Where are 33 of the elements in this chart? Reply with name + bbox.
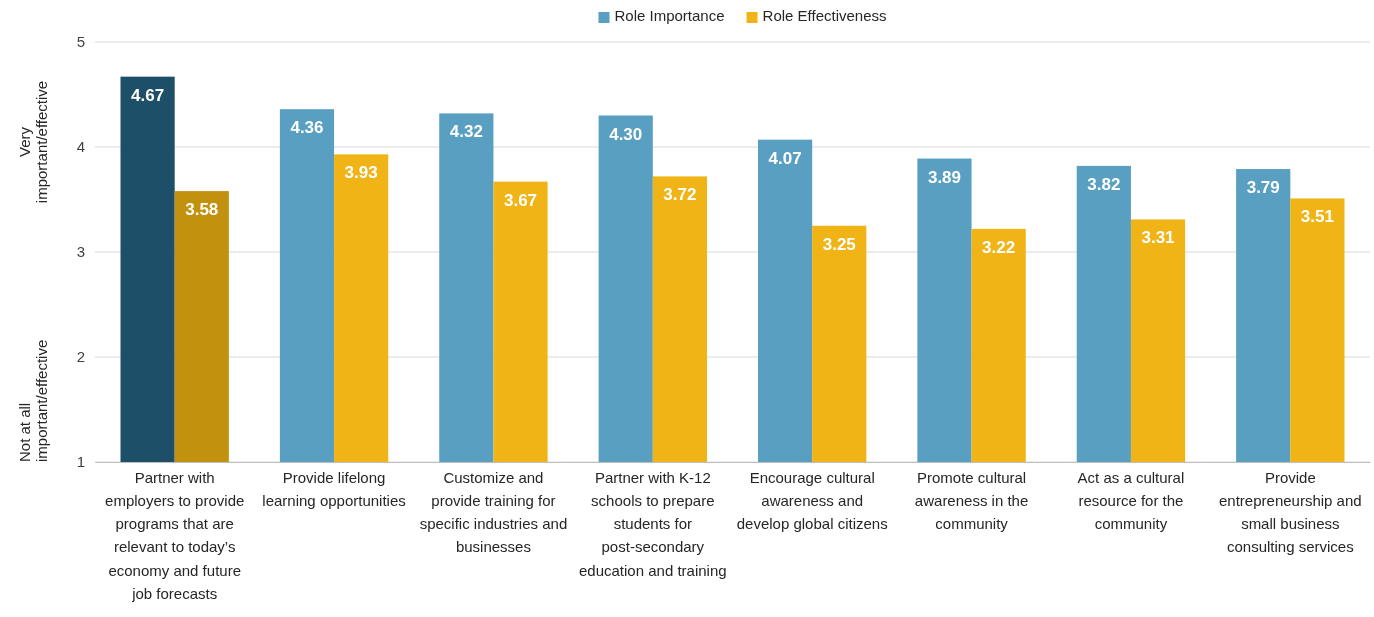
text: Very important/effective	[16, 80, 51, 204]
data-label: 3.51	[1300, 207, 1334, 227]
data-label: 4.30	[609, 124, 643, 144]
x-tick-label: Customize and provide training for specific industries and businesses	[419, 468, 568, 556]
data-label: 3.31	[1141, 228, 1175, 248]
y-tick-label: 1	[76, 453, 85, 471]
data-label: 4.07	[768, 148, 802, 168]
x-tick-label: Promote cultural awareness in the community	[914, 468, 1029, 533]
data-label: 3.22	[982, 237, 1016, 257]
data-label: 3.79	[1246, 178, 1280, 198]
data-label: 3.67	[503, 190, 538, 210]
legend-label: Role Effectiveness	[762, 7, 887, 24]
y-tick-label: 2	[76, 348, 85, 366]
data-label: 3.93	[344, 163, 378, 183]
x-tick-label: Provide entrepreneurship and small business consulting services	[1219, 468, 1362, 556]
data-label: 3.25	[822, 234, 856, 254]
x-tick-label: Act as a cultural resource for the community	[1077, 468, 1185, 533]
x-tick-label: Partner with K-12 schools to prepare students for post-secondary education and training	[579, 468, 727, 579]
legend-label: Role Importance	[614, 7, 725, 24]
data-label: 3.82	[1087, 174, 1121, 194]
data-label: 4.36	[290, 118, 324, 138]
x-tick-label: Partner with employers to provide programs that are relevant to today’s economy and future job forecasts	[105, 468, 245, 602]
x-tick-label: Encourage cultural awareness and develop global citizens	[736, 468, 888, 533]
data-label: 4.67	[131, 85, 165, 105]
data-label: 3.58	[185, 200, 219, 220]
text: Not at all important/effective	[16, 339, 51, 462]
data-label: 4.32	[449, 122, 483, 142]
x-tick-label: Provide lifelong learning opportunities	[262, 468, 406, 509]
y-tick-label: 5	[76, 33, 85, 51]
data-label: 3.89	[927, 167, 962, 187]
data-label: 3.72	[663, 185, 697, 205]
y-tick-label: 3	[76, 243, 85, 261]
y-tick-label: 4	[76, 138, 85, 156]
